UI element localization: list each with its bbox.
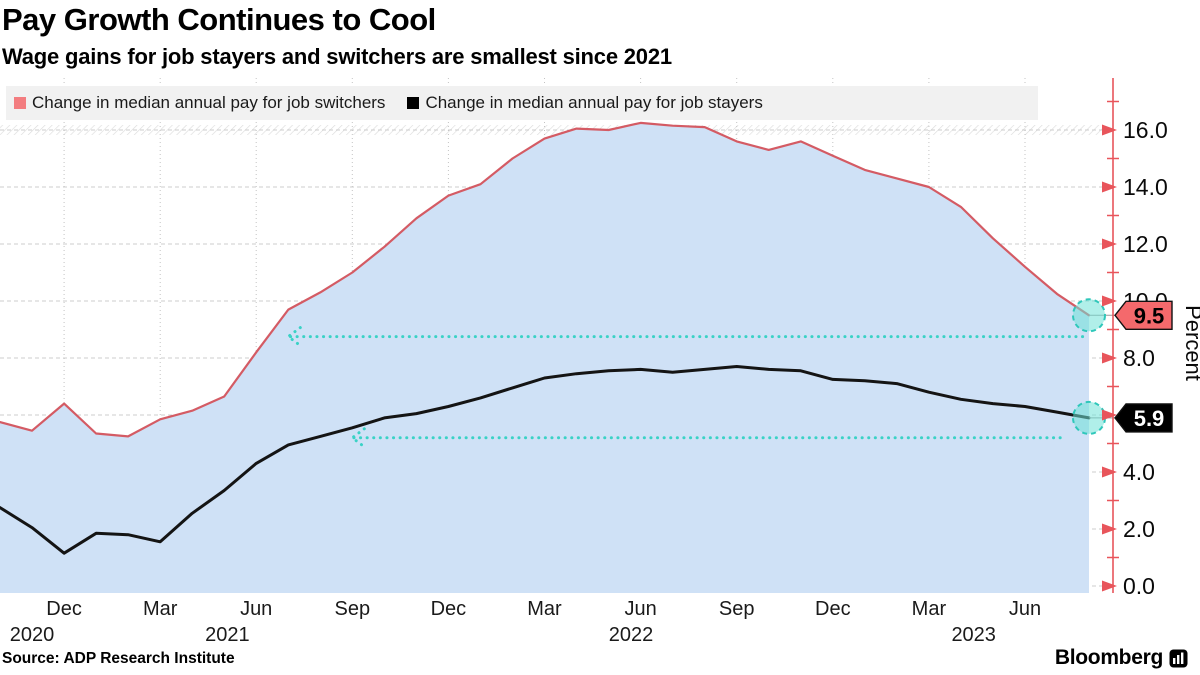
top-reference-hatch-band bbox=[0, 125, 1104, 135]
x-tick-label: Dec bbox=[431, 598, 467, 620]
brand-wordmark: Bloomberg bbox=[1054, 646, 1163, 669]
page-subtitle: Wage gains for job stayers and switchers… bbox=[2, 44, 672, 69]
legend: Change in median annual pay for job swit… bbox=[6, 86, 1038, 120]
end-value-text: 9.5 bbox=[1134, 303, 1165, 328]
x-tick-label: Mar bbox=[143, 598, 178, 620]
x-year-label: 2022 bbox=[609, 624, 654, 646]
legend-item-stayers: Change in median annual pay for job stay… bbox=[407, 93, 763, 113]
x-year-label: 2023 bbox=[951, 624, 996, 646]
lookback-arrow-stayers bbox=[349, 427, 1062, 449]
source-attribution: Source: ADP Research Institute bbox=[2, 650, 235, 667]
legend-item-switchers: Change in median annual pay for job swit… bbox=[14, 93, 385, 113]
series-line-switchers bbox=[0, 121, 1091, 438]
end-marker-switchers bbox=[1072, 298, 1106, 333]
x-tick-label: Dec bbox=[46, 598, 82, 620]
legend-label-stayers: Change in median annual pay for job stay… bbox=[425, 93, 763, 112]
x-axis-labels: Dec Mar Jun Sep Dec Mar Jun Sep Dec Mar Jun 2020 202… bbox=[10, 598, 1041, 646]
y-tick-label: 2.0 bbox=[1123, 516, 1155, 542]
y-tick-label: 4.0 bbox=[1123, 459, 1155, 485]
switchers-swatch-icon bbox=[14, 97, 26, 109]
x-year-label: 2021 bbox=[205, 624, 250, 646]
x-tick-label: Sep bbox=[719, 598, 755, 620]
legend-label-switchers: Change in median annual pay for job swit… bbox=[32, 93, 386, 112]
y-tick-label: 14.0 bbox=[1123, 174, 1168, 200]
bloomberg-terminal-icon bbox=[1169, 649, 1188, 667]
x-tick-label: Dec bbox=[815, 598, 851, 620]
area-fill bbox=[0, 122, 1089, 594]
x-tick-label: Mar bbox=[527, 598, 562, 620]
x-tick-label: Mar bbox=[912, 598, 947, 620]
x-tick-label: Jun bbox=[240, 598, 272, 620]
x-tick-label: Jun bbox=[624, 598, 656, 620]
stayers-swatch-icon bbox=[407, 97, 420, 109]
x-tick-label: Sep bbox=[335, 598, 371, 620]
y-tick-label: 16.0 bbox=[1123, 117, 1168, 143]
y-axis-major-ticks: 0.02.04.06.08.010.012.014.016.0 bbox=[1102, 117, 1168, 599]
series-line-stayers bbox=[0, 365, 1091, 555]
x-year-label: 2020 bbox=[10, 624, 55, 646]
y-axis-minor-ticks bbox=[1107, 100, 1119, 559]
brand-mark: Bloomberg bbox=[1055, 646, 1188, 670]
end-value-text: 5.9 bbox=[1134, 406, 1165, 431]
y-tick-label: 0.0 bbox=[1123, 573, 1155, 599]
x-tick-label: Jun bbox=[1009, 598, 1041, 620]
end-marker-stayers bbox=[1072, 400, 1106, 435]
y-tick-label: 12.0 bbox=[1123, 231, 1168, 257]
end-value-tag-switchers: 9.5 bbox=[1114, 300, 1173, 330]
end-value-tag-stayers: 5.9 bbox=[1114, 403, 1173, 433]
y-axis-title: Percent bbox=[1181, 305, 1200, 381]
lookback-arrow-switchers bbox=[285, 326, 1085, 348]
page-title: Pay Growth Continues to Cool bbox=[2, 2, 436, 37]
y-tick-label: 8.0 bbox=[1123, 345, 1155, 371]
